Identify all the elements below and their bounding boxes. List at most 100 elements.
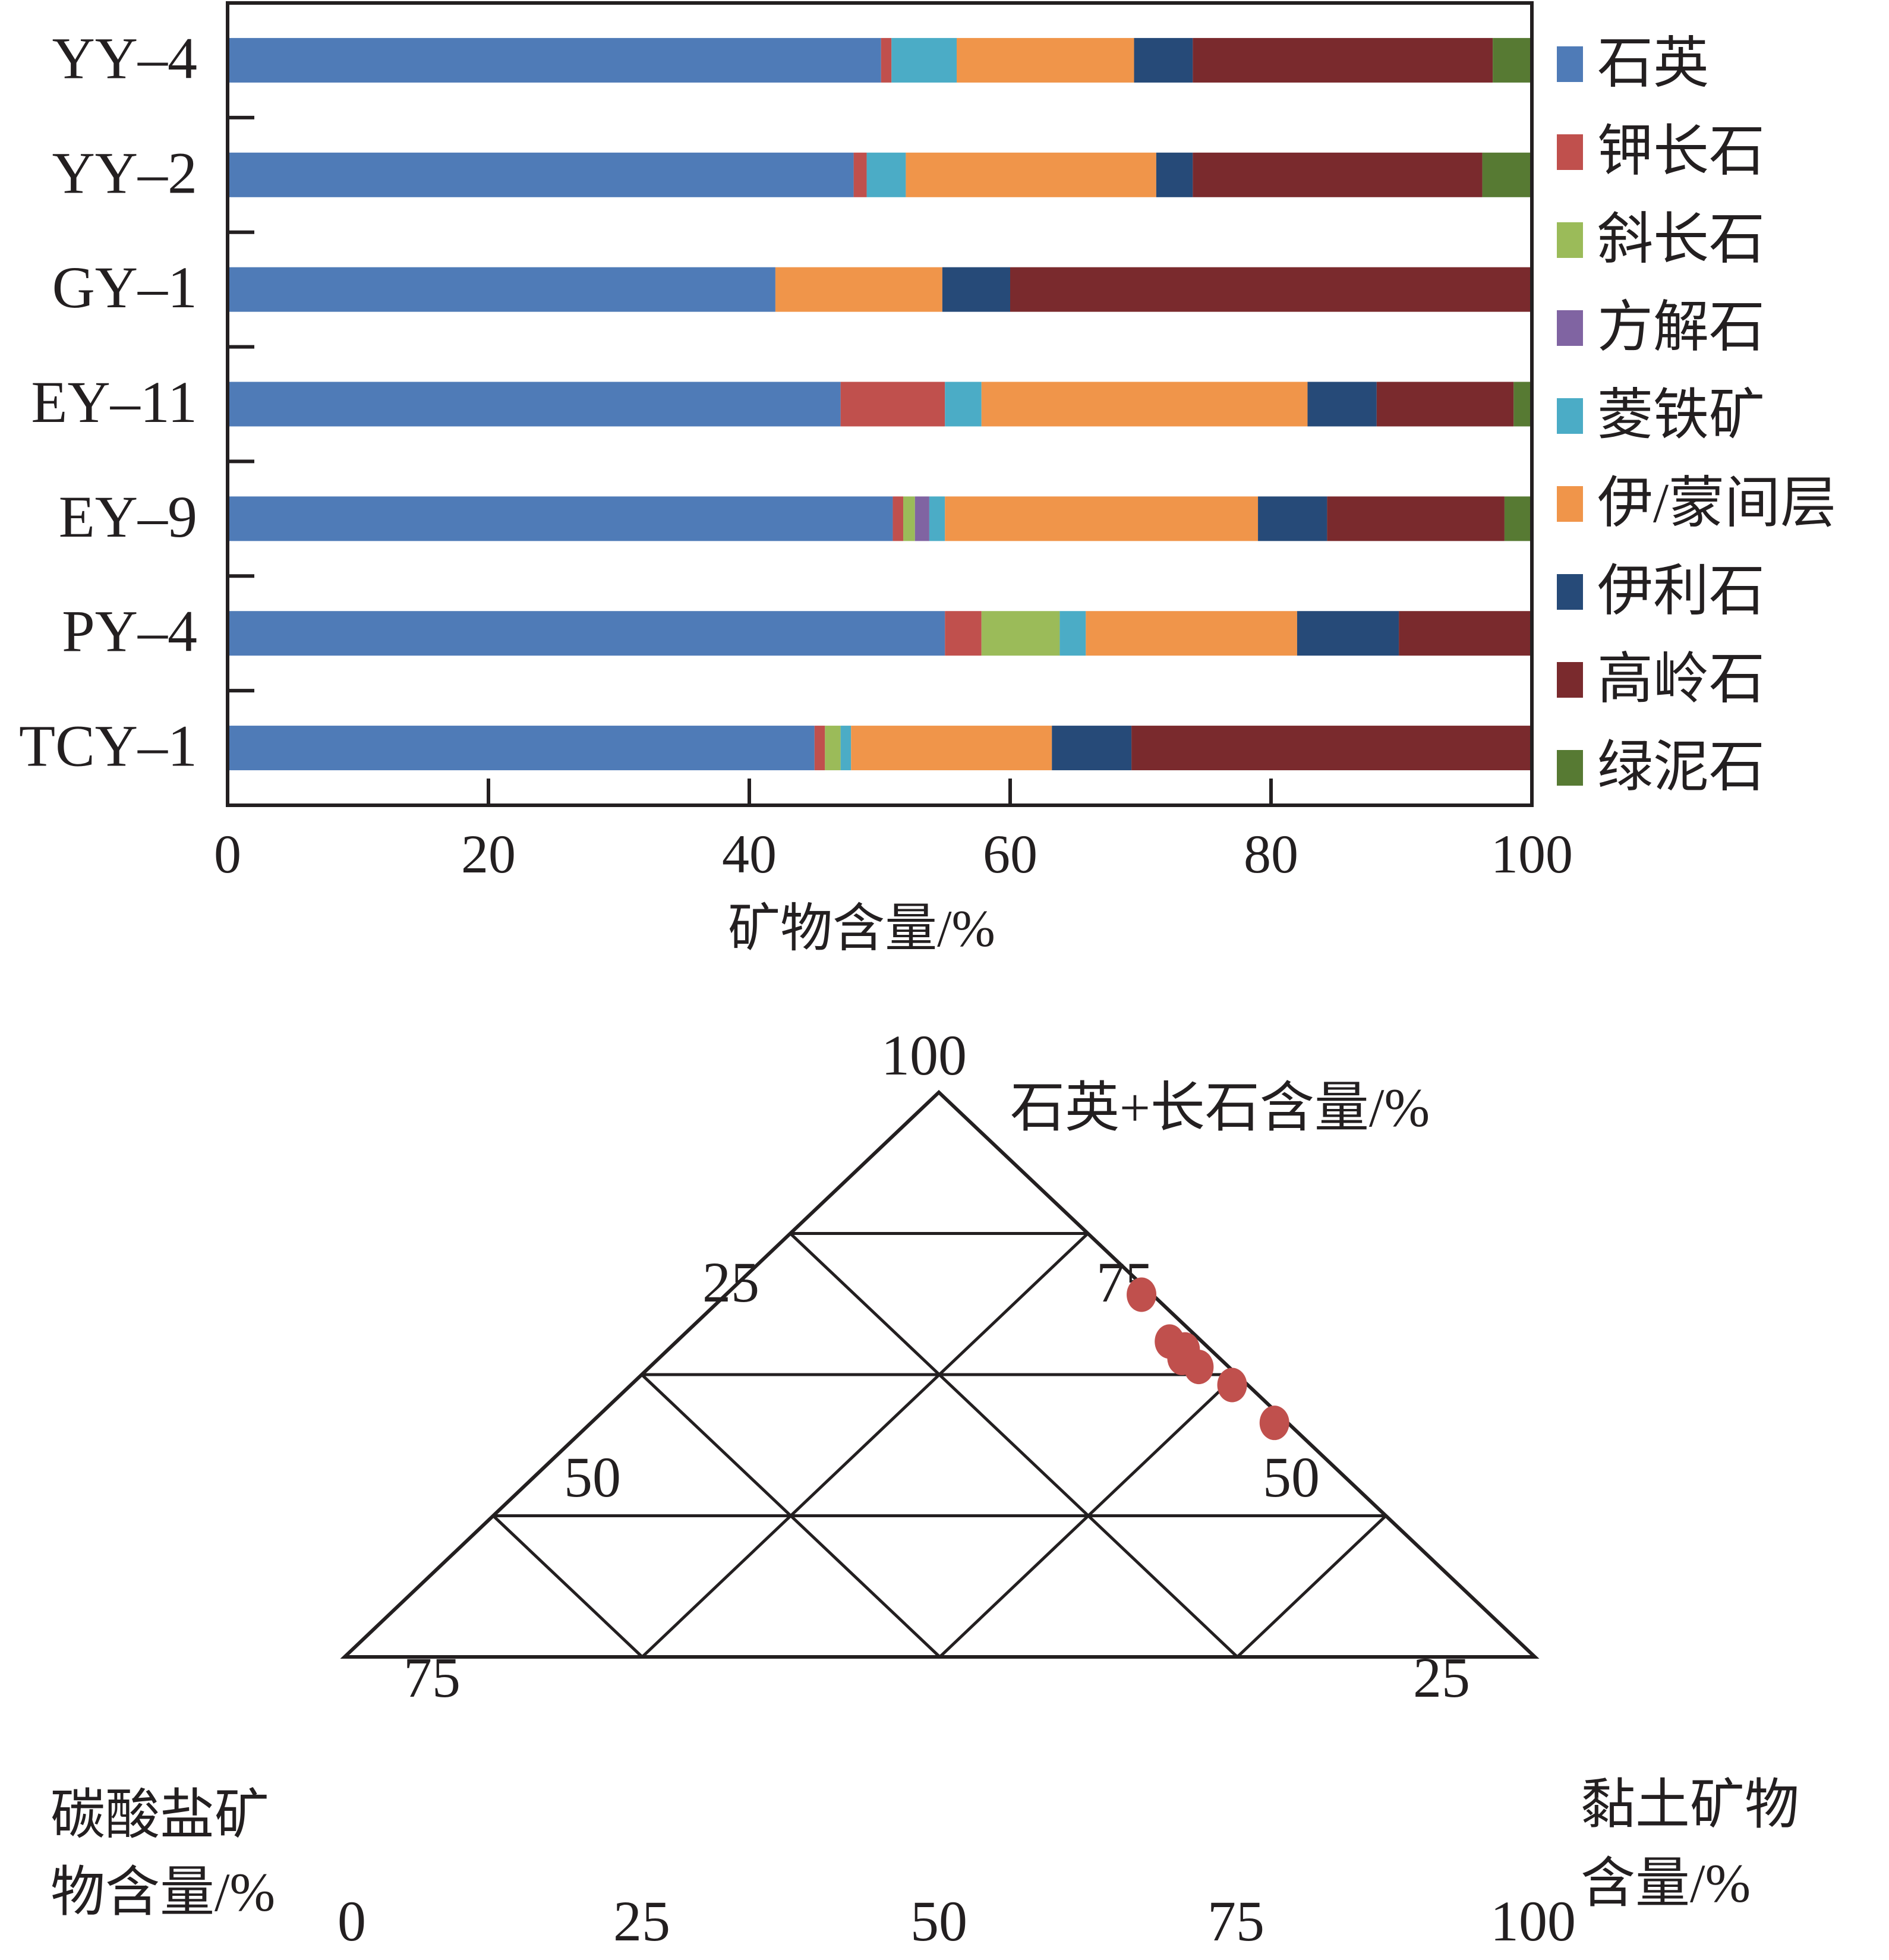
bar-segment [1327, 496, 1505, 541]
bar-segment [228, 267, 775, 312]
legend-swatch [1557, 662, 1583, 698]
ternary-tick-label: 75 [1207, 1889, 1264, 1953]
x-tick-label: 40 [722, 824, 777, 884]
ternary-left-label: 物含量/% [51, 1862, 275, 1923]
x-tick-label: 80 [1244, 824, 1298, 884]
ternary-tick-label: 50 [564, 1445, 621, 1509]
bar-segment [840, 726, 852, 771]
x-tick-label: 100 [1491, 824, 1573, 884]
bar-segment [893, 496, 904, 541]
bar-segment [945, 611, 982, 656]
bar-segment [1297, 611, 1399, 656]
legend-label: 菱铁矿 [1597, 385, 1765, 446]
ternary-points [1127, 1277, 1289, 1441]
bar-segment [1504, 496, 1532, 541]
ternary-tick-label: 25 [702, 1250, 759, 1314]
bar-segment [866, 152, 906, 197]
legend-swatch [1557, 750, 1583, 786]
bar-segment [825, 726, 841, 771]
bar-segment [981, 382, 1308, 427]
bar-segment [840, 382, 945, 427]
bar-segment [906, 152, 1156, 197]
ternary-tick-label: 75 [403, 1646, 461, 1709]
legend-label: 斜长石 [1597, 209, 1765, 270]
ternary-gridline [492, 1514, 644, 1658]
ternary-gridline [641, 1232, 1089, 1658]
legend-swatch [1557, 574, 1583, 610]
category-label: PY–4 [62, 598, 197, 664]
legend-swatch [1557, 398, 1583, 434]
ternary-point [1127, 1277, 1157, 1312]
category-label: EY–9 [59, 484, 197, 550]
ternary-top-label: 石英+长石含量/% [1010, 1077, 1430, 1138]
y-axis-ticks [228, 115, 254, 693]
category-label: YY–2 [52, 140, 197, 206]
ternary-point [1217, 1367, 1247, 1403]
bar-segment [914, 496, 929, 541]
bar-segment [228, 726, 815, 771]
bar-segment [228, 611, 945, 656]
stacked-bar-chart: YY–4 YY–2 GY–1 EY–11 EY–9 PY–4 TCY–1 0 20 40 60 80… [19, 1, 1836, 958]
x-tick-labels: 0 20 40 60 80 100 [214, 824, 1573, 884]
category-labels: YY–4 YY–2 GY–1 EY–11 EY–9 PY–4 TCY–1 [19, 25, 197, 779]
bar-segment [1059, 611, 1086, 656]
bar-segment [1052, 726, 1132, 771]
legend-label: 石英 [1597, 33, 1709, 94]
bar-segment [1156, 152, 1193, 197]
legend-label: 钾长石 [1597, 121, 1765, 182]
ternary-right-label: 黏土矿物 [1581, 1775, 1799, 1835]
bar-segment [228, 37, 881, 83]
legend-swatch [1557, 310, 1583, 346]
bar-segment [775, 267, 942, 312]
bar-segment [1086, 611, 1297, 656]
bar-segment [945, 382, 982, 427]
bar-area [228, 37, 1532, 771]
bar-segment [929, 496, 945, 541]
ternary-point [1184, 1350, 1214, 1385]
bar-segment [981, 611, 1060, 656]
bar-segment [1399, 611, 1532, 656]
category-label: TCY–1 [19, 713, 197, 779]
legend-label: 伊利石 [1597, 560, 1765, 622]
x-axis-label: 矿物含量/% [728, 900, 995, 958]
bar-segment [891, 37, 957, 83]
bar-segment [1134, 37, 1193, 83]
bar-segment [228, 152, 854, 197]
bar-segment [851, 726, 1052, 771]
x-axis-ticks [487, 779, 1273, 805]
bar-segment [1010, 267, 1532, 312]
bar-segment [228, 496, 893, 541]
ternary-tick-label: 25 [613, 1889, 670, 1953]
legend-swatch [1557, 134, 1583, 170]
bar-segment [1307, 382, 1377, 427]
ternary-gridline [1236, 1514, 1387, 1658]
bar-segment [853, 152, 867, 197]
ternary-right-label: 含量/% [1581, 1853, 1751, 1914]
legend-swatch [1557, 486, 1583, 522]
ternary-tick-label: 100 [881, 1023, 967, 1087]
bar-segment [957, 37, 1134, 83]
bar-segment [1131, 726, 1532, 771]
plot-frame [226, 1, 1534, 807]
legend-swatch [1557, 46, 1583, 82]
bar-segment [1193, 37, 1493, 83]
x-tick-label: 60 [983, 824, 1037, 884]
ternary-grid [340, 1089, 1540, 1659]
legend-label: 绿泥石 [1597, 736, 1765, 798]
legend-swatch [1557, 222, 1583, 258]
ternary-tick-label: 50 [1263, 1445, 1320, 1509]
category-label: YY–4 [52, 25, 197, 91]
legend-label: 高岭石 [1597, 648, 1765, 710]
bar-segment [1193, 152, 1483, 197]
ternary-tick-label: 25 [1413, 1646, 1470, 1709]
bar-segment [1258, 496, 1327, 541]
bar-segment [942, 267, 1010, 312]
bar-segment [881, 37, 892, 83]
bar-segment [1493, 37, 1532, 83]
ternary-left-label: 碳酸盐矿 [51, 1785, 269, 1845]
